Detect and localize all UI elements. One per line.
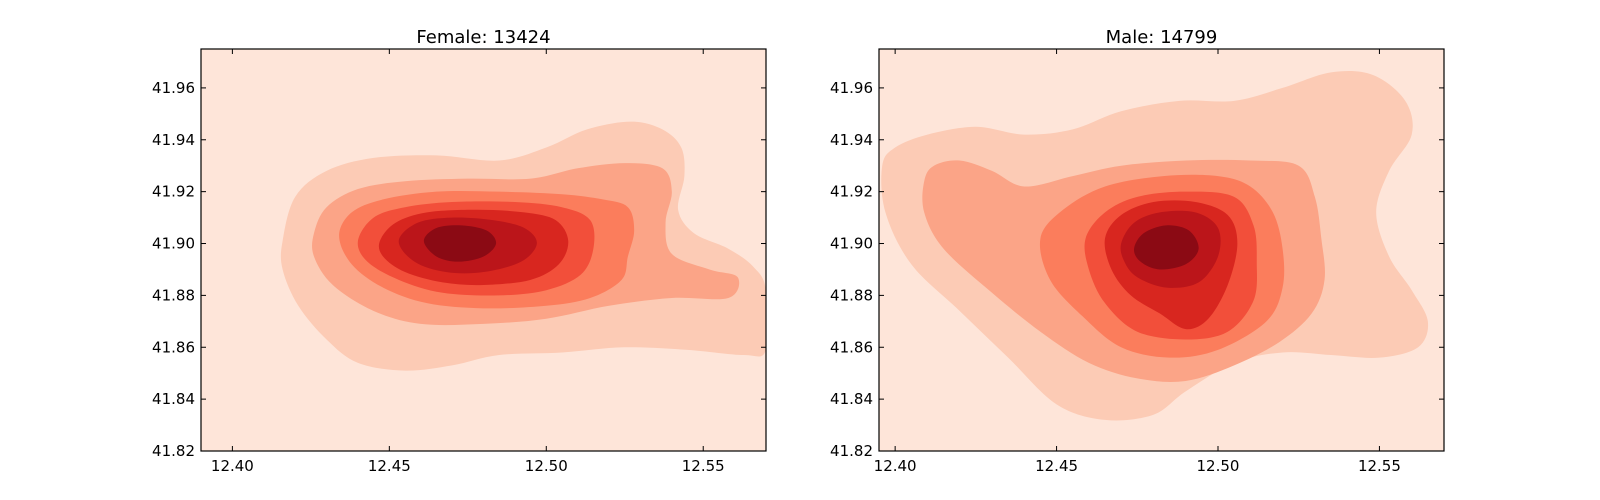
female-y-tick-label: 41.96 [152,79,195,97]
male-x-tick-label: 12.55 [1358,457,1401,475]
female-y-tick-label: 41.94 [152,131,195,149]
male-y-tick-label: 41.84 [830,390,873,408]
female-x-tick-label: 12.40 [211,457,254,475]
male-axes-frame [878,48,1445,452]
female-y-tick-label: 41.84 [152,390,195,408]
male-x-tick-label: 12.45 [1035,457,1078,475]
male-y-tick-label: 41.82 [830,442,873,460]
female-contour-level-8 [423,225,497,262]
female-y-tick-label: 41.92 [152,183,195,201]
male-tick-marks [879,49,1444,452]
female-x-tick-label: 12.45 [368,457,411,475]
male-contour-level-8 [1133,225,1199,270]
female-y-tick-label: 41.88 [152,286,195,304]
male-contour-layers [879,49,1444,451]
male-x-tick-label: 12.50 [1197,457,1240,475]
female-y-tick-label: 41.86 [152,338,195,356]
female-x-tick-labels: 12.40 12.45 12.50 12.55 [211,457,725,475]
female-x-tick-label: 12.50 [525,457,568,475]
male-x-tick-labels: 12.40 12.45 12.50 12.55 [874,457,1401,475]
male-y-tick-label: 41.96 [830,79,873,97]
female-y-tick-label: 41.82 [152,442,195,460]
female-y-tick-label: 41.90 [152,235,195,253]
female-density-panel: 12.40 12.45 12.50 12.55 41.8241.8441.8641.8… [152,27,767,475]
female-axes-frame [200,48,767,452]
female-contour-layers [201,49,766,451]
male-y-tick-labels: 41.82 41.84 41.86 41.88 41.90 41.92 41.94 41.96 [830,79,873,460]
female-y-tick-labels: 41.82 41.84 41.86 41.88 41.90 41.92 41.94 41.96 [152,79,195,460]
male-panel-title: Male: 14799 [1106,27,1218,48]
female-panel-title: Female: 13424 [416,27,550,48]
male-density-panel: 12.40 12.45 12.50 12.55 41.8241.8441.8641.8… [830,27,1445,475]
male-y-tick-label: 41.92 [830,183,873,201]
male-x-tick-label: 12.40 [874,457,917,475]
male-y-tick-label: 41.90 [830,235,873,253]
male-y-tick-label: 41.86 [830,338,873,356]
female-x-tick-label: 12.55 [682,457,725,475]
male-y-tick-label: 41.94 [830,131,873,149]
male-y-tick-label: 41.88 [830,286,873,304]
